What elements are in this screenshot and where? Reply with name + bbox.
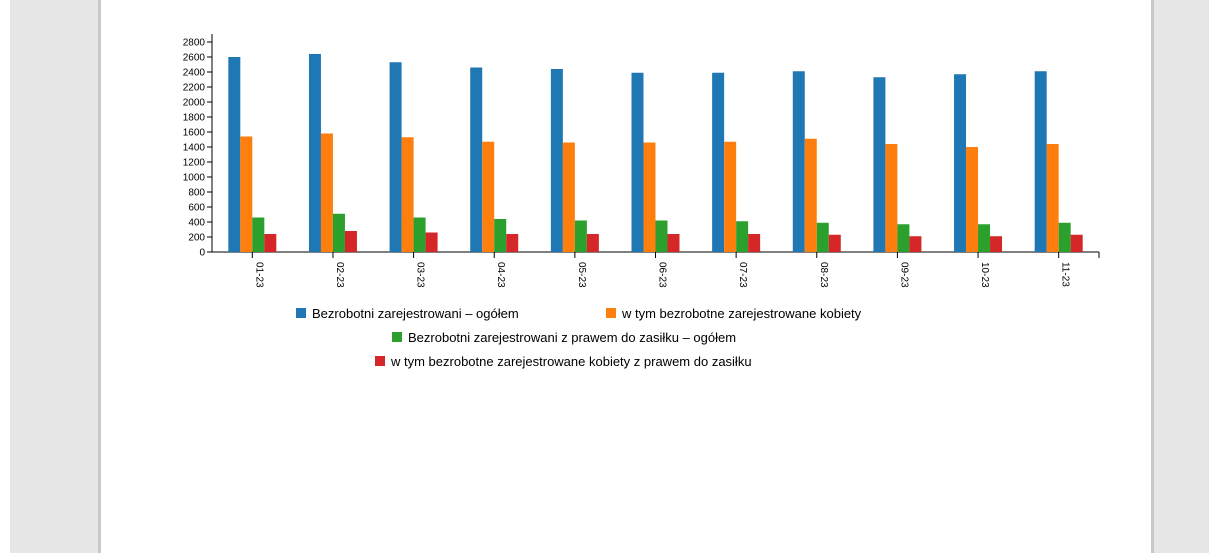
bar [562,142,575,252]
legend-swatch [375,356,385,366]
y-tick-label: 1200 [183,158,206,169]
page-shadow-left [98,0,101,553]
bar [506,234,519,252]
bar [482,141,495,252]
x-tick-label: 05-23 [576,262,587,288]
bar [1070,234,1083,252]
bar [631,72,644,252]
viewer-background-right [1154,0,1209,553]
bar [470,67,483,252]
viewer-margin [0,0,10,553]
bar [494,219,507,252]
y-tick-label: 400 [188,218,205,229]
y-tick-label: 2400 [183,68,206,79]
bar [320,133,333,252]
bar [389,62,402,252]
y-tick-label: 1400 [183,143,206,154]
y-tick-label: 2000 [183,98,206,109]
bar [264,234,277,252]
bar [240,136,253,252]
bar [897,224,910,252]
x-tick-label: 10-23 [979,262,990,288]
bar [954,74,967,252]
bar [308,54,321,252]
bar [425,232,438,252]
bar [413,217,426,252]
y-tick-label: 1600 [183,128,206,139]
x-tick-label: 03-23 [415,262,426,288]
bar [344,231,357,252]
x-tick-label: 04-23 [495,262,506,288]
bar [252,217,265,252]
x-tick-label: 09-23 [898,262,909,288]
bar [332,213,345,252]
legend-swatch [606,308,616,318]
y-axis: 0 200 400 600 800 1000 1200 1400 1600 1800 2000 220… [183,34,213,259]
bar [966,147,979,252]
legend-label: w tym bezrobotne zarejestrowane kobiety [621,306,862,321]
legend-label: Bezrobotni zarejestrowani – ogółem [312,306,519,321]
x-tick-label: 06-23 [657,262,668,288]
bar [724,141,737,252]
bar [736,221,749,252]
bar [828,234,841,252]
x-tick-label: 11-23 [1060,262,1071,287]
bar [1034,71,1047,252]
bar [909,236,922,252]
bar [401,137,414,252]
bar [748,234,761,252]
bar [804,138,817,252]
document-page [101,0,1151,553]
y-tick-label: 2800 [183,38,206,49]
bar [228,57,241,252]
y-tick-label: 200 [188,233,205,244]
y-tick-label: 2600 [183,53,206,64]
bar [550,69,563,252]
bar [978,224,991,252]
y-tick-label: 1800 [183,113,206,124]
x-tick-label: 02-23 [334,262,345,288]
bar [655,220,668,252]
legend-label: Bezrobotni zarejestrowani z prawem do za… [408,330,736,345]
bar [586,234,599,252]
legend-swatch [296,308,306,318]
x-tick-label: 07-23 [737,262,748,288]
x-tick-label: 08-23 [818,262,829,288]
viewer-background-left [10,0,98,553]
bar [1058,222,1071,252]
y-tick-label: 0 [199,248,205,259]
page-shadow-right [1151,0,1154,553]
y-tick-label: 2200 [183,83,206,94]
y-tick-label: 600 [188,203,205,214]
legend: Bezrobotni zarejestrowani – ogółem w tym … [296,306,862,369]
bar [643,142,656,252]
bars-group [228,54,1083,252]
bar [873,77,886,252]
legend-swatch [392,332,402,342]
bar [792,71,805,252]
bar [990,236,1003,252]
x-tick-label: 01-23 [253,262,264,288]
bar [712,72,725,252]
legend-label: w tym bezrobotne zarejestrowane kobiety … [390,354,752,369]
bar [667,234,680,252]
y-tick-label: 800 [188,188,205,199]
bar [1046,144,1059,252]
x-axis: 01-23 02-23 03-23 04-23 05-23 06-23 07-23 08-23… [212,251,1100,288]
y-tick-label: 1000 [183,173,206,184]
bar [816,222,829,252]
bar [885,144,898,252]
bar [574,220,587,252]
